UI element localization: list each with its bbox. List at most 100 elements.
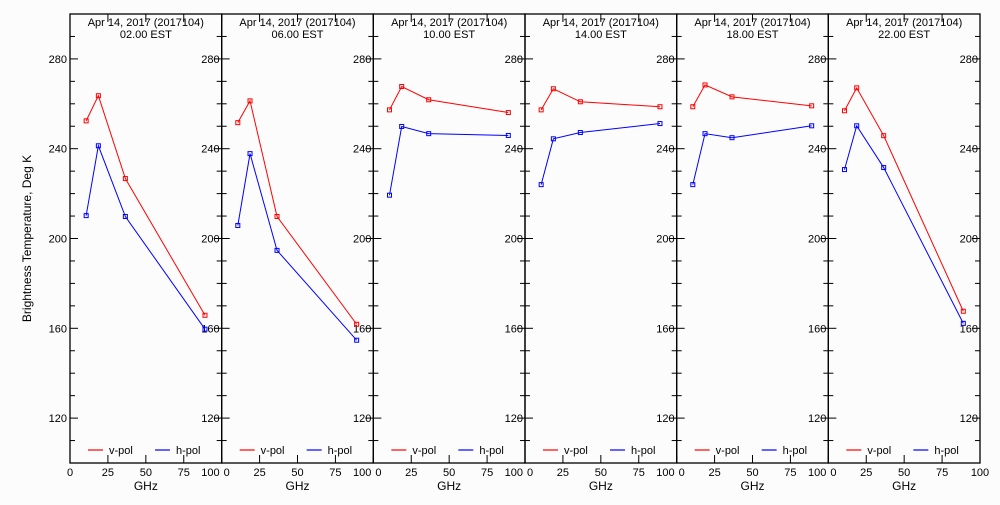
- x-tick-label: 25: [253, 467, 265, 479]
- data-point: [729, 94, 735, 100]
- data-point: [83, 118, 89, 124]
- data-point: [657, 121, 663, 127]
- data-point: [274, 213, 280, 219]
- x-tick-label: 0: [830, 467, 836, 479]
- x-tick-label: 75: [329, 467, 341, 479]
- x-axis-label: GHz: [134, 479, 158, 493]
- panel-subtitle: 10.00 EST: [423, 29, 475, 41]
- panel-title: Apr 14, 2017 (2017104): [239, 17, 355, 29]
- x-tick-label: 100: [808, 467, 826, 479]
- panel-frame: [524, 13, 678, 464]
- legend-label: v-pol: [109, 445, 133, 457]
- y-tick-label: 160: [49, 323, 67, 335]
- panel-title: Apr 14, 2017 (2017104): [88, 17, 204, 29]
- series-line-h-pol: [85, 143, 206, 330]
- panel-5: 120 160 200 240 280 0 25 50 75 100 GHz Apr 14, 2017…: [827, 13, 989, 493]
- y-tick-label: 160: [353, 323, 371, 335]
- panel-subtitle: 06.00 EST: [272, 29, 324, 41]
- x-tick-label: 25: [708, 467, 720, 479]
- data-point: [247, 151, 253, 157]
- legend-label: v-pol: [716, 445, 740, 457]
- x-tick-label: 50: [595, 467, 607, 479]
- series-line-h-pol: [692, 125, 812, 185]
- data-point: [960, 320, 966, 326]
- x-tick-label: 0: [527, 467, 533, 479]
- series-line-v-pol: [540, 88, 661, 111]
- y-tick-label: 280: [656, 54, 674, 66]
- data-point: [577, 99, 583, 105]
- data-point: [841, 167, 847, 173]
- y-tick-label: 280: [960, 54, 978, 66]
- panel-frame: [69, 13, 223, 464]
- legend-label: h-pol: [783, 445, 807, 457]
- data-point: [881, 165, 887, 171]
- data-point: [538, 182, 544, 188]
- series-line-h-pol: [388, 125, 509, 196]
- panel-subtitle: 14.00 EST: [575, 29, 627, 41]
- series-line-h-pol: [237, 153, 358, 341]
- panel-2: 120 160 200 240 280 0 25 50 75 100 GHz Apr 14, 2017…: [372, 13, 526, 493]
- data-point: [202, 326, 208, 332]
- data-point: [505, 132, 511, 138]
- panel-title: Apr 14, 2017 (2017104): [543, 17, 659, 29]
- panel-title: Apr 14, 2017 (2017104): [694, 17, 810, 29]
- data-point: [550, 136, 556, 142]
- y-tick-label: 120: [201, 413, 219, 425]
- x-axis-label: GHz: [589, 479, 613, 493]
- series-line-h-pol: [844, 124, 964, 324]
- x-tick-label: 0: [67, 467, 73, 479]
- legend-label: h-pol: [479, 445, 503, 457]
- panel-subtitle: 22.00 EST: [878, 29, 930, 41]
- panel-subtitle: 18.00 EST: [727, 29, 779, 41]
- series-line-v-pol: [389, 85, 509, 114]
- data-point: [95, 93, 101, 99]
- panel-3: 120 160 200 240 280 0 25 50 75 100 GHz Apr 14, 2017…: [524, 13, 678, 493]
- panel-subtitle: 02.00 EST: [120, 29, 172, 41]
- data-point: [95, 143, 101, 149]
- data-point: [854, 85, 860, 91]
- x-tick-label: 75: [784, 467, 796, 479]
- y-tick-label: 200: [656, 234, 674, 246]
- x-tick-label: 50: [140, 467, 152, 479]
- data-point: [247, 98, 253, 104]
- x-tick-label: 50: [291, 467, 303, 479]
- data-point: [426, 97, 432, 103]
- data-point: [960, 308, 966, 314]
- data-point: [881, 133, 887, 139]
- data-point: [386, 107, 392, 113]
- panel-1: 120 160 200 240 280 0 25 50 75 100 GHz Apr 14, 2017…: [221, 13, 374, 493]
- data-point: [538, 107, 544, 113]
- y-tick-label: 240: [808, 144, 826, 156]
- y-tick-label: 240: [49, 144, 67, 156]
- y-tick-label: 280: [201, 54, 219, 66]
- data-point: [690, 104, 696, 110]
- y-tick-label: 280: [808, 54, 826, 66]
- data-point: [235, 222, 241, 228]
- x-tick-label: 75: [936, 467, 948, 479]
- y-tick-label: 280: [505, 54, 523, 66]
- y-tick-label: 240: [656, 144, 674, 156]
- data-point: [690, 182, 696, 188]
- legend-label: h-pol: [328, 445, 352, 457]
- data-point: [354, 321, 360, 327]
- legend-label: v-pol: [261, 445, 285, 457]
- y-tick-label: 240: [960, 144, 978, 156]
- series-line-v-pol: [85, 94, 206, 316]
- y-tick-label: 120: [505, 413, 523, 425]
- data-point: [657, 104, 663, 110]
- data-point: [854, 123, 860, 129]
- y-tick-label: 120: [656, 413, 674, 425]
- legend-label: h-pol: [934, 445, 958, 457]
- data-point: [399, 123, 405, 129]
- legend-label: h-pol: [631, 445, 655, 457]
- panel-frame: [221, 13, 374, 464]
- x-tick-label: 50: [898, 467, 910, 479]
- data-point: [235, 120, 241, 126]
- y-tick-label: 160: [808, 323, 826, 335]
- y-tick-label: 160: [505, 323, 523, 335]
- data-point: [729, 135, 735, 141]
- x-tick-label: 100: [505, 467, 523, 479]
- data-point: [83, 213, 89, 219]
- x-tick-label: 50: [746, 467, 758, 479]
- data-point: [809, 123, 815, 129]
